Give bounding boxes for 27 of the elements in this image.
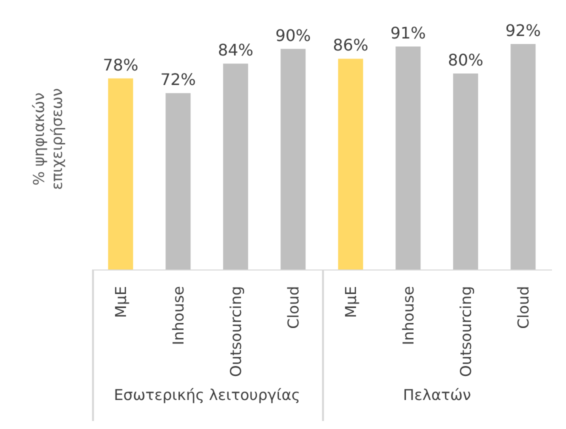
data-label: 72% <box>160 70 196 90</box>
y-axis-title: % ψηφιακών επιχειρήσεων <box>30 87 66 192</box>
data-label: 86% <box>332 36 368 55</box>
data-label: 78% <box>102 55 138 74</box>
data-label: 84% <box>218 40 254 60</box>
bar <box>338 58 364 270</box>
data-label: 90% <box>275 26 311 45</box>
bar <box>453 73 478 270</box>
data-label: 92% <box>505 21 541 40</box>
bar <box>108 78 134 270</box>
x-tick-label: ΜμΕ <box>342 286 360 318</box>
x-tick-label: Cloud <box>284 286 302 329</box>
x-tick-label: Cloud <box>514 286 532 329</box>
data-label: 80% <box>448 50 484 70</box>
x-tick-label: Inhouse <box>399 286 418 346</box>
text: Πελατών <box>402 386 472 404</box>
x-tick-label: Outsourcing <box>226 286 245 377</box>
bar <box>280 48 306 270</box>
x-tick-label: Outsourcing <box>456 286 475 377</box>
bar <box>166 93 191 270</box>
x-tick-label: Inhouse <box>169 286 188 346</box>
bar <box>223 64 248 270</box>
bar <box>510 44 536 270</box>
bar <box>396 46 421 270</box>
data-label: 91% <box>390 23 426 42</box>
x-tick-label: ΜμΕ <box>112 286 130 318</box>
text: Εσωτερικής λειτουργίας <box>112 386 302 404</box>
